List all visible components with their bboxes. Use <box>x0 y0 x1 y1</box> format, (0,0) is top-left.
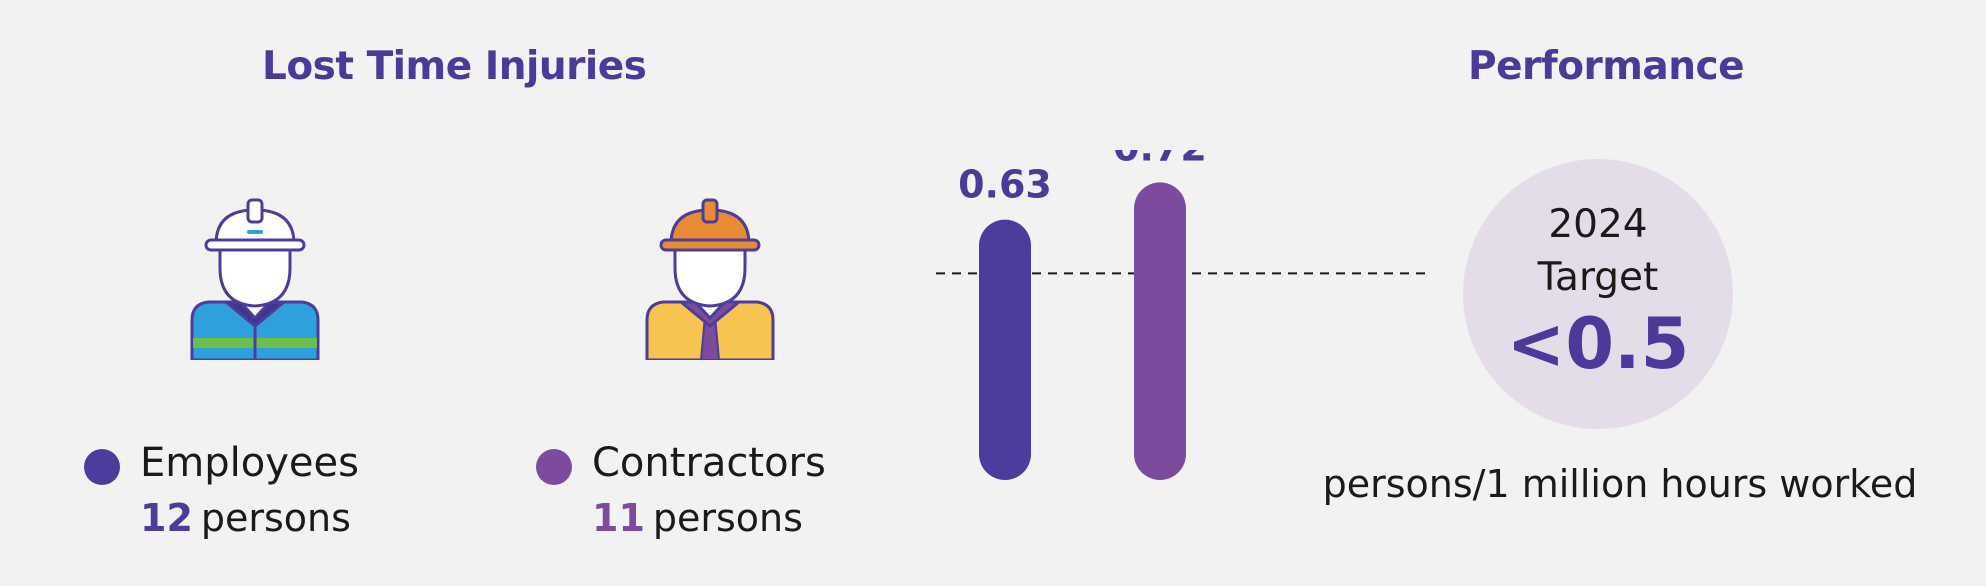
contractors-legend-dot <box>536 449 572 485</box>
employee-worker-icon <box>188 194 322 364</box>
contractors-count: 11 <box>592 496 645 540</box>
employees-count-line: 12 persons <box>140 496 351 540</box>
bar-contractors <box>1134 182 1186 480</box>
employees-label: Employees <box>140 440 359 486</box>
bar-employees <box>979 219 1031 480</box>
employees-unit: persons <box>200 496 351 540</box>
contractors-label: Contractors <box>592 440 826 486</box>
employees-count: 12 <box>140 496 193 540</box>
bar-value-label-employees: 0.63 <box>958 163 1052 207</box>
target-value: <0.5 <box>1506 303 1690 385</box>
performance-title: Performance <box>1468 44 1745 89</box>
lost-time-injuries-title: Lost Time Injuries <box>262 44 647 89</box>
ltifr-bar-chart: 0.63 0.72 <box>936 150 1426 480</box>
contractors-unit: persons <box>652 496 803 540</box>
contractor-worker-icon <box>643 194 777 364</box>
contractors-count-line: 11 persons <box>592 496 803 540</box>
units-label: persons/1 million hours worked <box>1322 462 1918 506</box>
employees-legend-dot <box>84 449 120 485</box>
target-circle: 2024 Target <0.5 <box>1463 159 1733 429</box>
target-year: 2024 <box>1548 202 1648 247</box>
target-label: Target <box>1537 255 1659 300</box>
bar-value-label-contractors: 0.72 <box>1113 150 1207 169</box>
